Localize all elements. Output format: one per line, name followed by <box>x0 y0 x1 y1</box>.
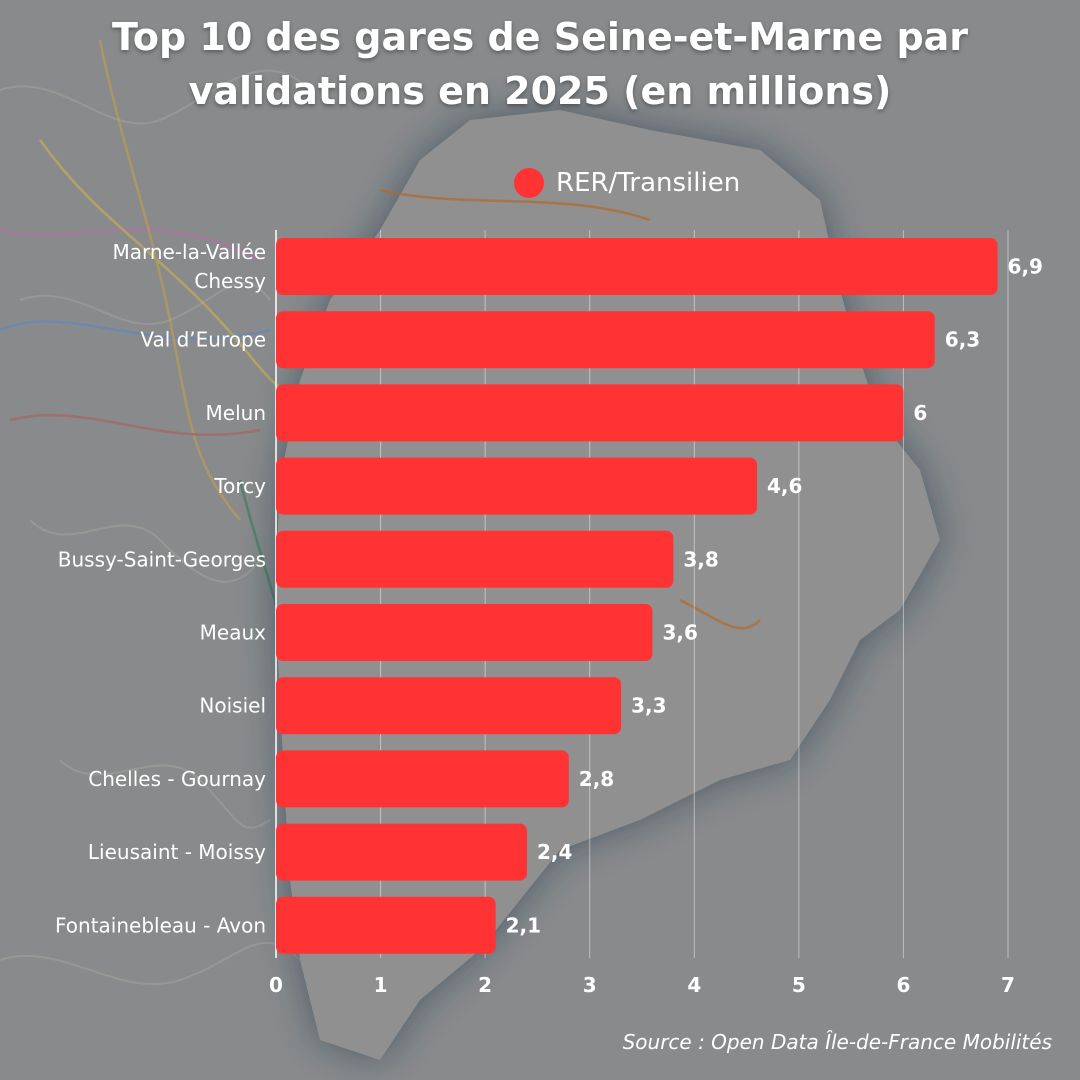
data-label: 6 <box>913 401 927 425</box>
category-label: Melun <box>206 401 266 425</box>
bar <box>276 604 653 661</box>
x-tick-label: 4 <box>687 973 701 997</box>
bar <box>276 311 935 369</box>
chart-title: Top 10 des gares de Seine-et-Marne par v… <box>60 10 1020 118</box>
bar <box>276 750 569 808</box>
data-label: 3,8 <box>683 547 718 571</box>
x-tick-label: 7 <box>1001 973 1015 997</box>
category-label: Marne-la-Vallée Chessy <box>112 240 266 293</box>
data-label: 2,8 <box>579 767 614 791</box>
category-label: Torcy <box>213 474 266 498</box>
data-label: 2,1 <box>506 913 541 937</box>
category-label: Fontainebleau - Avon <box>55 913 266 937</box>
legend-label: RER/Transilien <box>556 168 741 198</box>
category-label: Lieusaint - Moissy <box>88 840 266 864</box>
x-tick-label: 1 <box>374 973 388 997</box>
source-note: Source : Open Data Île-de-France Mobilit… <box>622 1030 1052 1054</box>
x-tick-label: 3 <box>583 973 597 997</box>
chart-title-line2: validations en 2025 (en millions) <box>188 69 892 113</box>
category-label: Chelles - Gournay <box>88 767 266 791</box>
category-label: Val d’Europe <box>140 328 266 352</box>
chart-title-line1: Top 10 des gares de Seine-et-Marne par <box>111 15 969 59</box>
x-tick-label: 0 <box>269 973 283 997</box>
chart-legend: RER/Transilien <box>514 166 740 200</box>
legend-swatch <box>514 168 544 198</box>
data-label: 2,4 <box>537 840 572 864</box>
category-label: Bussy-Saint-Georges <box>58 547 266 571</box>
bar <box>276 384 904 442</box>
data-label: 3,3 <box>631 694 666 718</box>
x-tick-label: 5 <box>792 973 806 997</box>
x-tick-label: 2 <box>478 973 492 997</box>
category-label: Noisiel <box>199 694 266 718</box>
bar <box>276 677 622 735</box>
bar <box>276 238 998 295</box>
data-label: 4,6 <box>767 474 802 498</box>
bar <box>276 823 527 881</box>
bar <box>276 457 758 515</box>
bar <box>276 530 674 588</box>
category-label: Meaux <box>200 621 266 645</box>
x-tick-label: 6 <box>896 973 910 997</box>
data-label: 3,6 <box>662 621 697 645</box>
data-label: 6,9 <box>1008 255 1043 279</box>
data-label: 6,3 <box>945 328 980 352</box>
bar <box>276 896 496 954</box>
